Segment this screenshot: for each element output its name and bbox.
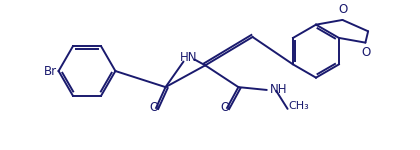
Text: O: O	[339, 3, 348, 16]
Text: NH: NH	[270, 82, 287, 96]
Text: HN: HN	[179, 51, 197, 64]
Text: O: O	[220, 101, 230, 114]
Text: Br: Br	[44, 64, 57, 78]
Text: O: O	[150, 101, 159, 114]
Text: O: O	[362, 46, 371, 59]
Text: CH₃: CH₃	[289, 101, 309, 111]
